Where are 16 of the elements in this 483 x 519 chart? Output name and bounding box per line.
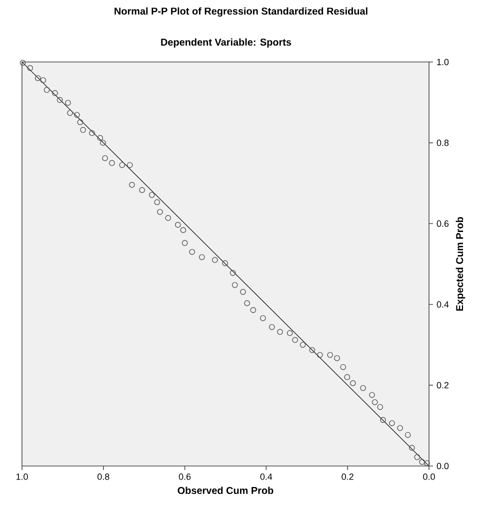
x-tick-label: 0.0 (423, 474, 435, 480)
chart-subtitle: Dependent Variable: Sports (161, 38, 292, 48)
y-tick-label: 0.8 (436, 140, 449, 146)
y-axis-title: Expected Cum Prob (456, 217, 466, 311)
chart-title: Normal P-P Plot of Regression Standardized Residual (114, 7, 368, 17)
x-tick-label: 1.0 (16, 474, 28, 480)
y-tick-label: 0.0 (436, 462, 449, 470)
x-axis-title: Observed Cum Prob (178, 486, 274, 494)
y-tick-label: 0.4 (436, 301, 449, 308)
y-tick-label: 1.0 (437, 58, 449, 66)
x-tick-label: 0.8 (98, 474, 110, 480)
y-tick-label: 0.2 (436, 382, 449, 388)
x-tick-label: 0.4 (260, 474, 272, 480)
x-tick-label: 0.6 (178, 474, 191, 480)
y-tick-label: 0.6 (436, 220, 449, 227)
x-tick-label: 0.2 (342, 474, 354, 480)
